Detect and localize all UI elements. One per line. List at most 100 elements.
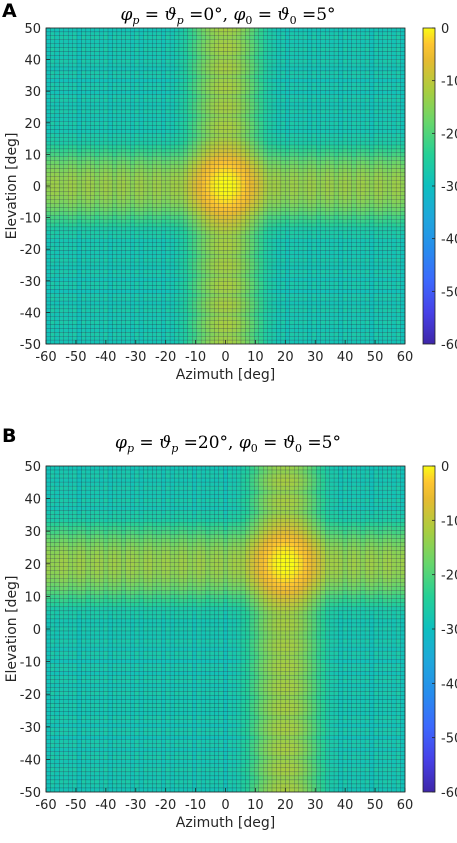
heatmap-cell	[280, 121, 286, 126]
heatmap-cell	[99, 183, 104, 189]
heatmap-cell	[112, 47, 118, 52]
heatmap-cell	[294, 86, 299, 91]
heatmap-cell	[178, 55, 184, 60]
heatmap-cell	[72, 105, 78, 111]
heatmap-cell	[249, 70, 255, 76]
heatmap-cell	[130, 31, 135, 37]
heatmap-cell	[325, 129, 330, 134]
heatmap-cell	[156, 31, 162, 37]
heatmap-cell	[192, 43, 197, 48]
heatmap-cell	[169, 238, 175, 243]
heatmap-cell	[138, 144, 144, 150]
heatmap-cell	[112, 234, 118, 239]
heatmap-cell	[72, 144, 78, 150]
heatmap-cell	[333, 261, 339, 267]
heatmap-cell	[364, 261, 370, 267]
heatmap-cell	[382, 215, 388, 220]
heatmap-cell	[347, 101, 353, 107]
heatmap-cell	[240, 90, 246, 95]
heatmap-cell	[395, 246, 401, 251]
heatmap-cell	[280, 82, 286, 87]
heatmap-cell	[249, 113, 255, 118]
heatmap-cell	[369, 129, 375, 134]
heatmap-cell	[325, 164, 330, 169]
heatmap-cell	[152, 199, 158, 204]
heatmap-cell	[103, 109, 109, 115]
heatmap-cell	[143, 176, 149, 181]
heatmap-cell	[302, 207, 308, 212]
heatmap-cell	[245, 234, 251, 239]
heatmap-cell	[369, 172, 375, 177]
heatmap-cell	[174, 172, 180, 177]
heatmap-cell	[223, 257, 228, 263]
heatmap-cell	[267, 168, 273, 173]
heatmap-cell	[382, 133, 388, 138]
heatmap-cell	[187, 152, 193, 157]
heatmap-cell	[236, 125, 242, 130]
heatmap-cell	[223, 191, 228, 196]
heatmap-cell	[333, 94, 339, 99]
heatmap-cell	[161, 164, 166, 169]
heatmap-cell	[254, 183, 259, 189]
heatmap-cell	[227, 66, 233, 72]
heatmap-cell	[351, 66, 357, 72]
heatmap-cell	[231, 43, 237, 48]
heatmap-cell	[209, 179, 215, 185]
heatmap-cell	[223, 156, 228, 161]
heatmap-cell	[240, 254, 246, 259]
heatmap-cell	[59, 31, 64, 37]
heatmap-cell	[138, 148, 144, 154]
heatmap-cell	[200, 242, 206, 247]
heatmap-cell	[130, 261, 135, 267]
heatmap-cell	[382, 62, 388, 68]
heatmap-cell	[85, 27, 91, 33]
heatmap-cell	[311, 55, 317, 60]
heatmap-cell	[156, 140, 162, 146]
heatmap-cell	[369, 133, 375, 138]
heatmap-cell	[50, 187, 56, 193]
heatmap-cell	[320, 113, 326, 118]
heatmap-cell	[351, 113, 357, 118]
heatmap-cell	[94, 230, 100, 235]
heatmap-cell	[156, 86, 162, 91]
heatmap-cell	[165, 211, 171, 216]
heatmap-cell	[387, 133, 392, 138]
heatmap-cell	[400, 226, 406, 232]
heatmap-cell	[85, 148, 91, 154]
heatmap-cell	[311, 218, 317, 224]
heatmap-cell	[294, 43, 299, 48]
heatmap-cell	[174, 144, 180, 150]
heatmap-cell	[395, 183, 401, 189]
heatmap-cell	[254, 59, 259, 64]
heatmap-cell	[285, 31, 290, 37]
heatmap-cell	[316, 82, 322, 87]
heatmap-cell	[76, 109, 82, 115]
heatmap-cell	[112, 94, 118, 99]
heatmap-cell	[351, 215, 357, 220]
heatmap-cell	[161, 94, 166, 99]
heatmap-cell	[329, 51, 335, 56]
heatmap-cell	[214, 51, 220, 56]
heatmap-cell	[245, 183, 251, 189]
heatmap-cell	[329, 86, 335, 91]
heatmap-cell	[382, 101, 388, 107]
heatmap-cell	[223, 246, 228, 251]
heatmap-cell	[183, 43, 189, 48]
heatmap-cell	[121, 144, 127, 150]
heatmap-cell	[45, 238, 51, 243]
heatmap-cell	[94, 113, 100, 118]
heatmap-cell	[161, 160, 166, 165]
heatmap-cell	[347, 222, 353, 228]
heatmap-cell	[391, 47, 397, 52]
heatmap-cell	[156, 55, 162, 60]
heatmap-cell	[271, 172, 277, 177]
heatmap-cell	[156, 66, 162, 72]
heatmap-cell	[329, 164, 335, 169]
heatmap-cell	[143, 51, 149, 56]
heatmap-cell	[183, 242, 189, 247]
heatmap-cell	[50, 230, 56, 235]
heatmap-cell	[152, 121, 158, 126]
heatmap-cell	[63, 222, 69, 228]
heatmap-cell	[391, 62, 397, 68]
heatmap-cell	[103, 101, 109, 107]
